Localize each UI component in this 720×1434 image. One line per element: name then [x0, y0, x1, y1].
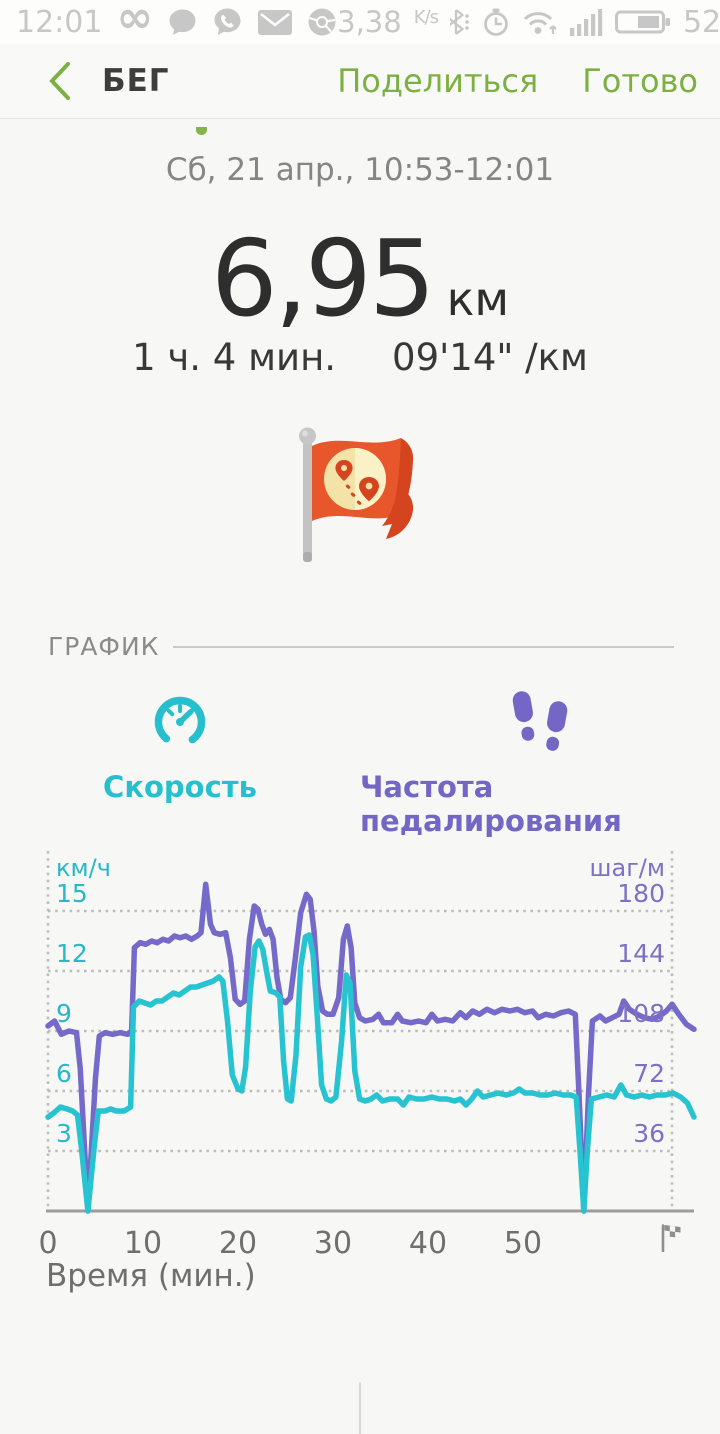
- x-tick: 30: [313, 1226, 353, 1261]
- bluetooth-icon: [449, 9, 469, 35]
- left-axis-unit: км/ч: [56, 854, 111, 882]
- y-tick-left: 3: [56, 1119, 72, 1148]
- y-tick-right: 36: [633, 1119, 665, 1148]
- tab-cadence-label: Частота педалирования: [360, 770, 622, 838]
- chart-section-title: ГРАФИК: [48, 632, 160, 661]
- footprints-icon: [512, 691, 568, 751]
- x-tick: 10: [123, 1226, 163, 1261]
- share-button[interactable]: Поделиться: [337, 62, 539, 100]
- y-tick-left: 15: [56, 879, 88, 908]
- x-tick: 50: [503, 1226, 543, 1261]
- x-axis-title: Время (мин.): [46, 1258, 256, 1294]
- y-tick-right: 108: [617, 999, 665, 1028]
- network-speed: 3,38: [337, 5, 402, 39]
- flag-badge-icon: [299, 427, 414, 562]
- route-reward-badge: [288, 424, 436, 572]
- battery-icon: [614, 10, 670, 34]
- series-speed-line: [45, 932, 697, 1214]
- title-edit-marker: [196, 127, 207, 135]
- mail-icon: [258, 9, 293, 35]
- workout-chart: км/ч шаг/м 15 12 9 6 3 180 144 108 72 36 0 10 20 30…: [0, 838, 720, 1294]
- distance-value: 6,95: [210, 218, 436, 340]
- x-tick: 40: [408, 1226, 448, 1261]
- y-tick-left: 12: [56, 939, 88, 968]
- chat-bubble-icon: [169, 9, 196, 35]
- clock-time: 12:01: [16, 4, 103, 40]
- done-button[interactable]: Готово: [582, 62, 698, 100]
- tab-speed-label: Скорость: [103, 770, 257, 804]
- tab-cadence[interactable]: Частота педалирования: [360, 682, 720, 838]
- distance-unit: км: [446, 272, 510, 326]
- network-speed-unit: K/s: [413, 6, 439, 28]
- app-header: БЕГ Поделиться Готово: [0, 44, 720, 119]
- distance-metric: 6,95 км: [0, 218, 720, 340]
- y-tick-right: 72: [633, 1059, 665, 1088]
- x-tick: 20: [218, 1226, 258, 1261]
- x-tick: 0: [38, 1226, 58, 1261]
- browser-icon: [308, 8, 336, 36]
- tab-speed[interactable]: Скорость: [0, 682, 360, 808]
- page-title: БЕГ: [102, 63, 170, 99]
- tab-divider: [359, 1382, 361, 1434]
- phone-bubble-icon: [214, 8, 241, 35]
- right-axis-unit: шаг/м: [589, 854, 665, 882]
- chart-canvas: [45, 851, 697, 1214]
- y-tick-left: 9: [56, 999, 72, 1028]
- y-tick-left: 6: [56, 1059, 72, 1088]
- status-bar: 12:01 ∞ 3,38 K/s: [0, 0, 720, 44]
- signal-icon: [569, 8, 603, 36]
- duration-value: 1 ч. 4 мин.: [132, 336, 337, 379]
- y-tick-right: 180: [617, 879, 665, 908]
- infinity-icon: ∞: [116, 0, 154, 43]
- battery-percent: 52: [682, 4, 720, 40]
- section-divider: [173, 645, 674, 648]
- speedometer-icon: [154, 696, 206, 748]
- alarm-icon: [484, 8, 508, 36]
- workout-date-range: Сб, 21 апр., 10:53-12:01: [165, 152, 555, 188]
- pace-value: 09'14" /км: [392, 336, 588, 379]
- finish-flag-icon: [661, 1224, 681, 1252]
- back-chevron-icon: [49, 62, 70, 100]
- back-button[interactable]: [40, 61, 80, 101]
- y-tick-right: 144: [617, 939, 665, 968]
- wifi-icon: [523, 12, 557, 34]
- series-cadence-line: [45, 881, 697, 1214]
